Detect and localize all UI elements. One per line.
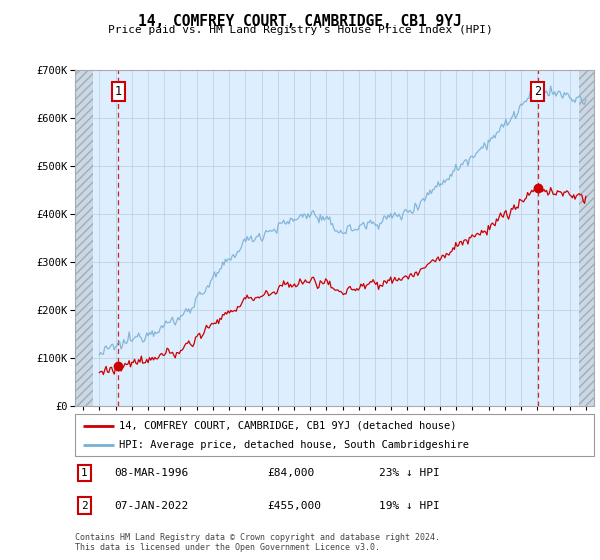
Text: 1: 1 xyxy=(115,85,122,99)
Bar xyxy=(75,70,93,406)
Text: 19% ↓ HPI: 19% ↓ HPI xyxy=(379,501,439,511)
Text: Contains HM Land Registry data © Crown copyright and database right 2024.
This d: Contains HM Land Registry data © Crown c… xyxy=(75,533,440,553)
Text: 14, COMFREY COURT, CAMBRIDGE, CB1 9YJ (detached house): 14, COMFREY COURT, CAMBRIDGE, CB1 9YJ (d… xyxy=(119,421,457,431)
Text: £455,000: £455,000 xyxy=(267,501,321,511)
Text: 2: 2 xyxy=(81,501,88,511)
Text: 1: 1 xyxy=(81,468,88,478)
Text: 07-JAN-2022: 07-JAN-2022 xyxy=(114,501,188,511)
FancyBboxPatch shape xyxy=(75,414,594,456)
Bar xyxy=(580,70,594,406)
Text: £84,000: £84,000 xyxy=(267,468,314,478)
Text: 14, COMFREY COURT, CAMBRIDGE, CB1 9YJ: 14, COMFREY COURT, CAMBRIDGE, CB1 9YJ xyxy=(138,14,462,29)
Text: Price paid vs. HM Land Registry's House Price Index (HPI): Price paid vs. HM Land Registry's House … xyxy=(107,25,493,35)
Text: 08-MAR-1996: 08-MAR-1996 xyxy=(114,468,188,478)
Text: 2: 2 xyxy=(534,85,541,99)
Text: 23% ↓ HPI: 23% ↓ HPI xyxy=(379,468,439,478)
Text: HPI: Average price, detached house, South Cambridgeshire: HPI: Average price, detached house, Sout… xyxy=(119,440,469,450)
